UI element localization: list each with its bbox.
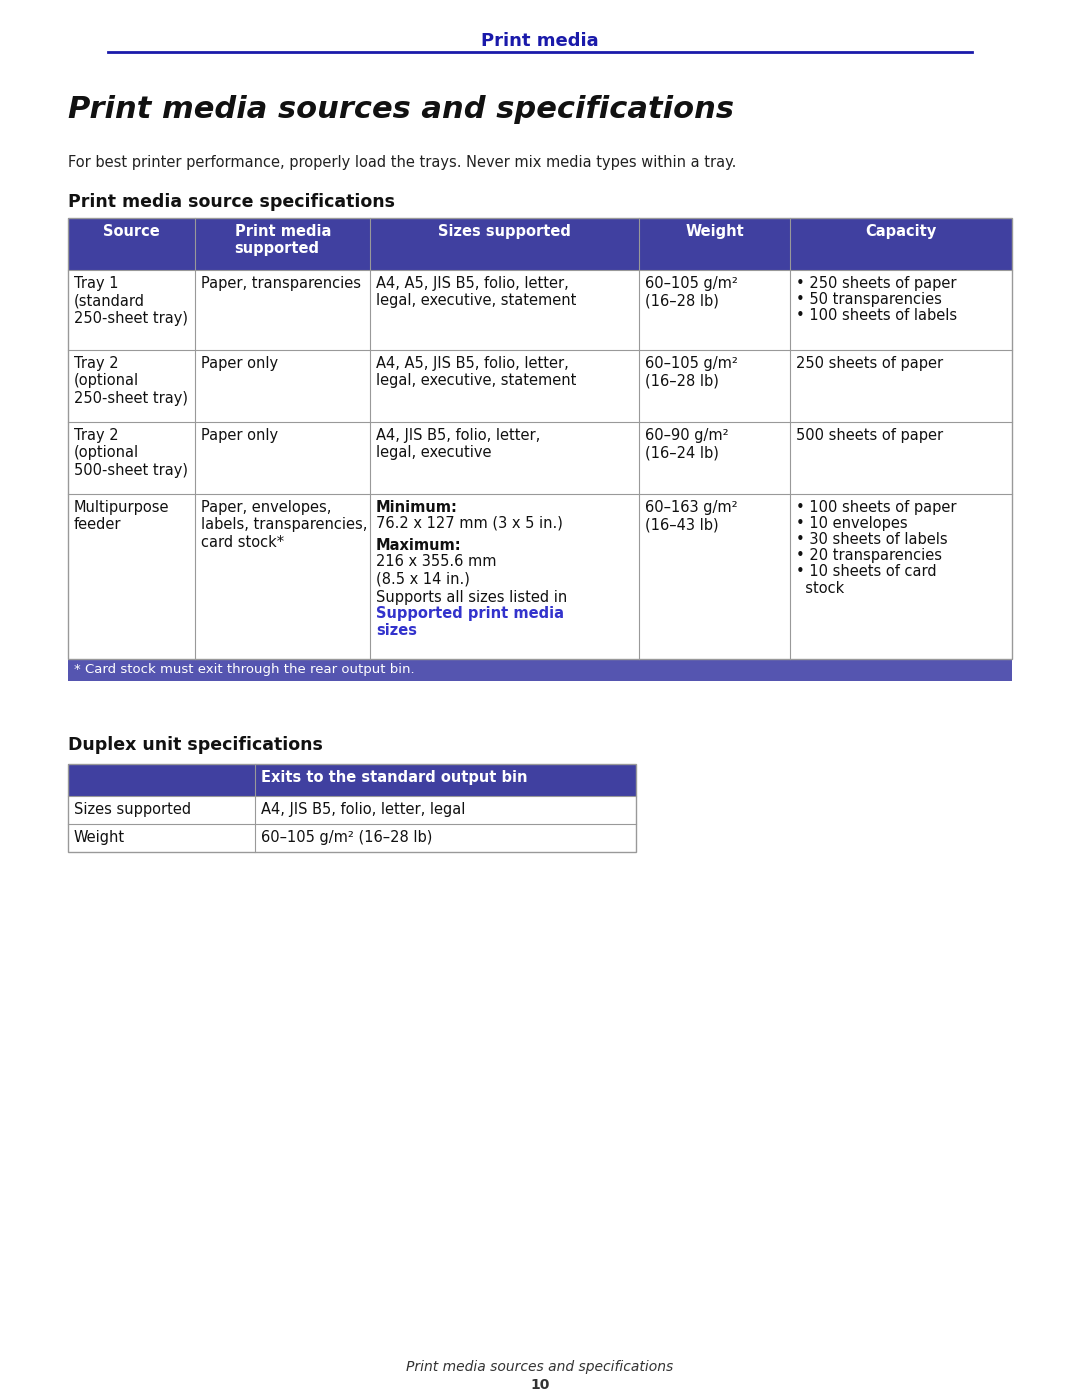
Text: Paper only: Paper only: [202, 427, 279, 443]
Text: • 30 sheets of labels: • 30 sheets of labels: [796, 532, 948, 548]
Text: Maximum:: Maximum:: [376, 538, 462, 553]
Text: Sizes supported: Sizes supported: [438, 224, 571, 239]
Text: For best printer performance, properly load the trays. Never mix media types wit: For best printer performance, properly l…: [68, 155, 737, 170]
Bar: [68, 270, 1012, 351]
Text: Multipurpose
feeder: Multipurpose feeder: [75, 500, 170, 532]
Text: A4, A5, JIS B5, folio, letter,
legal, executive, statement: A4, A5, JIS B5, folio, letter, legal, ex…: [376, 277, 577, 309]
Text: Minimum:: Minimum:: [376, 500, 458, 515]
Text: Duplex unit specifications: Duplex unit specifications: [68, 736, 323, 754]
Bar: [68, 495, 1012, 659]
Text: Print media source specifications: Print media source specifications: [68, 193, 395, 211]
Text: 60–90 g/m²
(16–24 lb): 60–90 g/m² (16–24 lb): [645, 427, 729, 461]
Text: Paper, transparencies: Paper, transparencies: [202, 277, 362, 291]
Text: Tray 2
(optional
250-sheet tray): Tray 2 (optional 250-sheet tray): [75, 356, 188, 405]
Text: * Card stock must exit through the rear output bin.: * Card stock must exit through the rear …: [75, 664, 415, 676]
Text: Sizes supported: Sizes supported: [75, 802, 191, 817]
Text: • 10 sheets of card
  stock: • 10 sheets of card stock: [796, 564, 936, 597]
Text: 76.2 x 127 mm (3 x 5 in.): 76.2 x 127 mm (3 x 5 in.): [376, 515, 563, 531]
Bar: [68, 351, 1012, 422]
Bar: [68, 796, 636, 824]
Bar: [68, 422, 1012, 495]
Text: Print media: Print media: [482, 32, 598, 50]
Bar: [68, 218, 1012, 270]
Text: Supported print media
sizes: Supported print media sizes: [376, 606, 564, 638]
Text: • 100 sheets of labels: • 100 sheets of labels: [796, 307, 957, 323]
Text: Exits to the standard output bin: Exits to the standard output bin: [261, 770, 528, 785]
Text: 216 x 355.6 mm
(8.5 x 14 in.): 216 x 355.6 mm (8.5 x 14 in.): [376, 555, 497, 587]
Text: 250 sheets of paper: 250 sheets of paper: [796, 356, 943, 372]
Text: Capacity: Capacity: [865, 224, 936, 239]
Text: Print media sources and specifications: Print media sources and specifications: [406, 1361, 674, 1375]
Text: • 100 sheets of paper: • 100 sheets of paper: [796, 500, 957, 515]
Text: A4, A5, JIS B5, folio, letter,
legal, executive, statement: A4, A5, JIS B5, folio, letter, legal, ex…: [376, 356, 577, 388]
Text: • 250 sheets of paper: • 250 sheets of paper: [796, 277, 957, 291]
Text: Print media
supported: Print media supported: [234, 224, 330, 257]
Text: 60–105 g/m²
(16–28 lb): 60–105 g/m² (16–28 lb): [645, 356, 738, 388]
Text: 10: 10: [530, 1377, 550, 1391]
Text: Supports all sizes listed in: Supports all sizes listed in: [376, 590, 567, 605]
Text: 60–105 g/m²
(16–28 lb): 60–105 g/m² (16–28 lb): [645, 277, 738, 309]
Text: 500 sheets of paper: 500 sheets of paper: [796, 427, 943, 443]
Bar: [68, 764, 636, 796]
Text: Weight: Weight: [686, 224, 744, 239]
Bar: [68, 764, 636, 852]
Text: Tray 2
(optional
500-sheet tray): Tray 2 (optional 500-sheet tray): [75, 427, 188, 478]
Text: 60–163 g/m²
(16–43 lb): 60–163 g/m² (16–43 lb): [645, 500, 738, 532]
Text: • 50 transparencies: • 50 transparencies: [796, 292, 942, 307]
Text: A4, JIS B5, folio, letter, legal: A4, JIS B5, folio, letter, legal: [261, 802, 465, 817]
Text: Weight: Weight: [75, 830, 125, 845]
Text: Tray 1
(standard
250-sheet tray): Tray 1 (standard 250-sheet tray): [75, 277, 188, 326]
Bar: [68, 218, 1012, 659]
Bar: [68, 659, 1012, 680]
Text: Source: Source: [104, 224, 160, 239]
Text: Paper, envelopes,
labels, transparencies,
card stock*: Paper, envelopes, labels, transparencies…: [202, 500, 368, 550]
Text: • 10 envelopes: • 10 envelopes: [796, 515, 908, 531]
Text: A4, JIS B5, folio, letter,
legal, executive: A4, JIS B5, folio, letter, legal, execut…: [376, 427, 540, 461]
Text: Print media sources and specifications: Print media sources and specifications: [68, 95, 734, 124]
Text: 60–105 g/m² (16–28 lb): 60–105 g/m² (16–28 lb): [261, 830, 433, 845]
Text: • 20 transparencies: • 20 transparencies: [796, 548, 942, 563]
Bar: [68, 824, 636, 852]
Text: Paper only: Paper only: [202, 356, 279, 372]
